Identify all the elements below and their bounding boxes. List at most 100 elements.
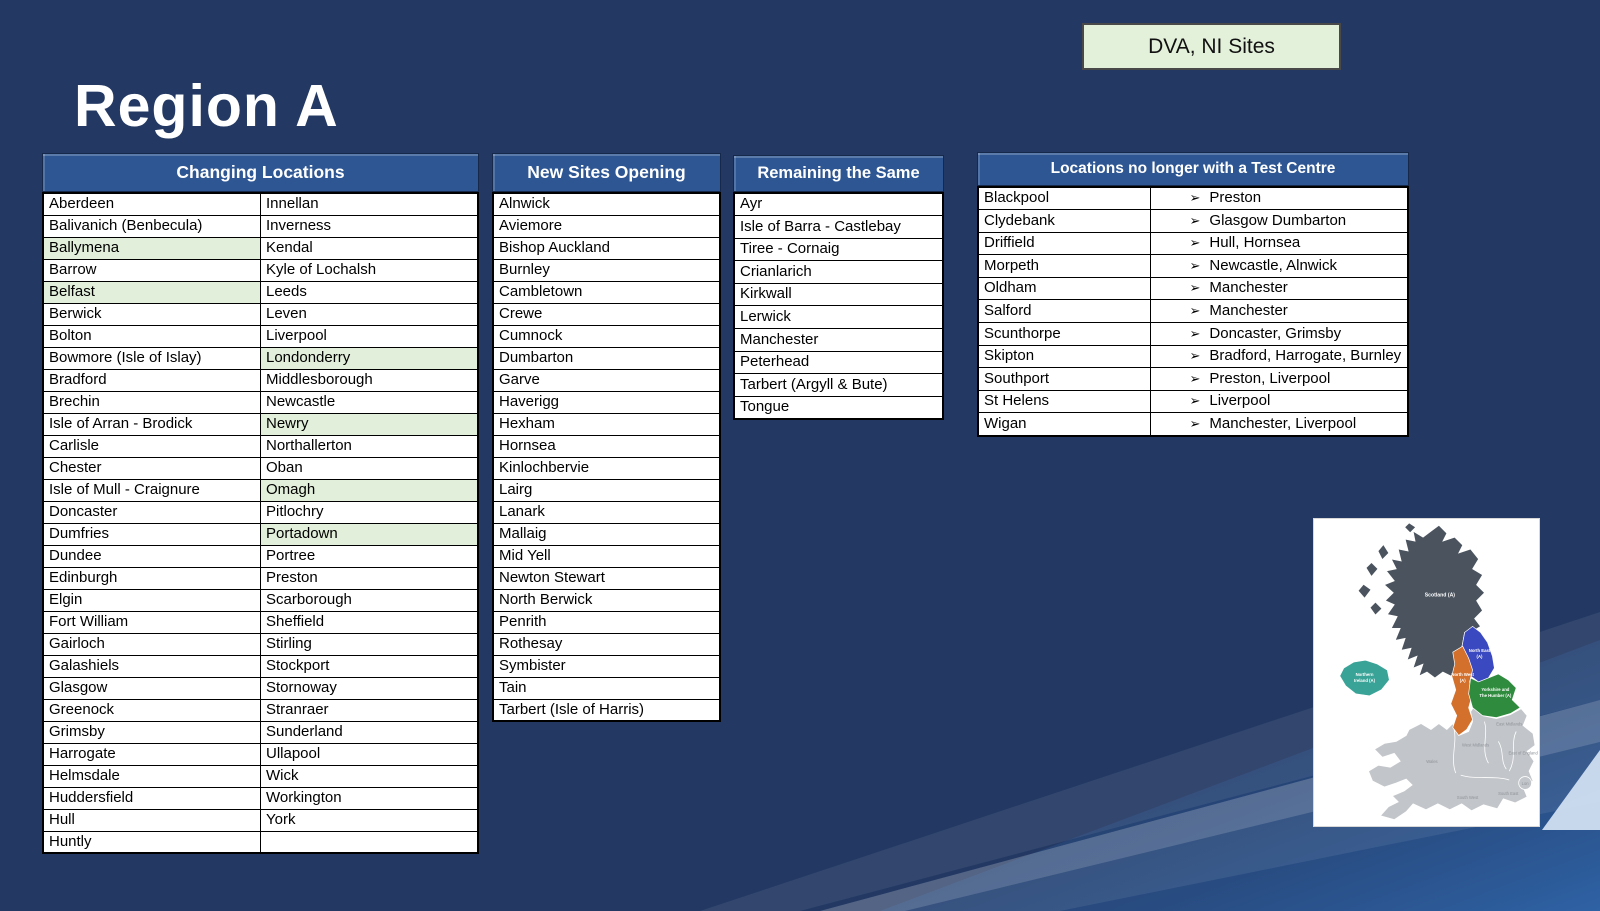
location-cell: Belfast xyxy=(42,280,261,304)
table-row: Tarbert (Argyll & Bute) xyxy=(733,373,944,397)
location-cell: Carlisle xyxy=(42,434,261,458)
location-cell: Helmsdale xyxy=(42,764,261,788)
replacement-text: Liverpool xyxy=(1209,392,1271,410)
scottish-islands xyxy=(1358,523,1416,615)
table-row: Dundee Portree xyxy=(42,544,479,568)
location-cell: Cumnock xyxy=(492,324,721,348)
table-new-sites-opening: New Sites Opening Alnwick Aviemore Bisho… xyxy=(492,153,721,722)
table-row: Crianlarich xyxy=(733,260,944,284)
table-row: Glasgow Stornoway xyxy=(42,676,479,700)
location-cell: Newcastle xyxy=(260,390,479,414)
location-cell: Grimsby xyxy=(42,720,261,744)
table-row: Rothesay xyxy=(492,632,721,656)
table-row: Penrith xyxy=(492,610,721,634)
new-sites-body: Alnwick Aviemore Bishop Auckland Burnley xyxy=(492,192,721,722)
table-row: Huddersfield Workington xyxy=(42,786,479,810)
location-cell: Lanark xyxy=(492,500,721,524)
yorkshire-label-line2: The Humber (A) xyxy=(1479,693,1511,698)
table-row: Ayr xyxy=(733,192,944,217)
location-cell: Crewe xyxy=(492,302,721,326)
remaining-same-header: Remaining the Same xyxy=(733,155,944,192)
location-cell: Tongue xyxy=(733,395,944,420)
location-cell: Tarbert (Isle of Harris) xyxy=(492,698,721,722)
table-row: Galashiels Stockport xyxy=(42,654,479,678)
replacement-text: Manchester xyxy=(1209,279,1288,297)
location-cell: Sunderland xyxy=(260,720,479,744)
location-cell: Bradford xyxy=(42,368,261,392)
location-cell: Ullapool xyxy=(260,742,479,766)
table-row: Salford ➢ Manchester xyxy=(977,299,1409,324)
location-cell: Newton Stewart xyxy=(492,566,721,590)
location-cell: Tain xyxy=(492,676,721,700)
location-cell: Symbister xyxy=(492,654,721,678)
table-row: Greenock Stranraer xyxy=(42,698,479,722)
closed-location-cell: Blackpool xyxy=(977,186,1151,211)
table-row: Alnwick xyxy=(492,192,721,216)
location-cell: Tarbert (Argyll & Bute) xyxy=(733,373,944,397)
table-row: Elgin Scarborough xyxy=(42,588,479,612)
table-row: Tarbert (Isle of Harris) xyxy=(492,698,721,722)
location-cell: Scarborough xyxy=(260,588,479,612)
table-row: Burnley xyxy=(492,258,721,282)
table-row: Driffield ➢ Hull, Hornsea xyxy=(977,231,1409,256)
location-cell: Inverness xyxy=(260,214,479,238)
table-row: Brechin Newcastle xyxy=(42,390,479,414)
ni-label-line1: Northern xyxy=(1356,672,1374,677)
changing-locations-header: Changing Locations xyxy=(42,153,479,192)
location-cell: Kendal xyxy=(260,236,479,260)
table-row: Ballymena Kendal xyxy=(42,236,479,260)
table-row: Edinburgh Preston xyxy=(42,566,479,590)
location-cell: Liverpool xyxy=(260,324,479,348)
replacement-cell: ➢ Manchester, Liverpool xyxy=(1149,412,1409,437)
arrowhead-icon: ➢ xyxy=(1189,348,1201,364)
table-row: Fort William Sheffield xyxy=(42,610,479,634)
table-row: Dumbarton xyxy=(492,346,721,370)
table-row: Lerwick xyxy=(733,305,944,330)
location-cell: Penrith xyxy=(492,610,721,634)
location-cell: Huddersfield xyxy=(42,786,261,810)
wales-label: Wales xyxy=(1426,759,1437,764)
table-row: Tongue xyxy=(733,395,944,420)
replacement-cell: ➢ Hull, Hornsea xyxy=(1149,231,1409,256)
remaining-same-table: Ayr Isle of Barra - Castlebay Tiree - Co… xyxy=(733,192,944,420)
table-row: Symbister xyxy=(492,654,721,678)
yorkshire-label-line1: Yorkshire and xyxy=(1481,687,1509,692)
closed-location-cell: Driffield xyxy=(977,231,1151,256)
location-cell: Lairg xyxy=(492,478,721,502)
location-cell: Gairloch xyxy=(42,632,261,656)
table-row: Isle of Mull - Craignure Omagh xyxy=(42,478,479,502)
location-cell: Huntly xyxy=(42,830,261,854)
scotland-label: Scotland (A) xyxy=(1425,593,1456,599)
location-cell: Kyle of Lochalsh xyxy=(260,258,479,282)
table-row: Haverigg xyxy=(492,390,721,414)
arrowhead-icon: ➢ xyxy=(1189,212,1201,228)
closed-location-cell: Clydebank xyxy=(977,209,1151,233)
table-row: Berwick Leven xyxy=(42,302,479,326)
location-cell: Portree xyxy=(260,544,479,568)
location-cell: Edinburgh xyxy=(42,566,261,590)
replacement-text: Glasgow Dumbarton xyxy=(1209,211,1347,229)
replacement-text: Preston, Liverpool xyxy=(1209,369,1331,387)
table-row: Gairloch Stirling xyxy=(42,632,479,656)
location-cell: Crianlarich xyxy=(733,260,944,284)
closed-location-cell: Salford xyxy=(977,299,1151,324)
table-row: Tain xyxy=(492,676,721,700)
arrowhead-icon: ➢ xyxy=(1189,415,1201,431)
location-cell: Kirkwall xyxy=(733,282,944,307)
table-row: Mallaig xyxy=(492,522,721,546)
location-cell: Northallerton xyxy=(260,434,479,458)
location-cell: Leven xyxy=(260,302,479,326)
no-longer-header: Locations no longer with a Test Centre xyxy=(977,152,1409,186)
location-cell: Kinlochbervie xyxy=(492,456,721,480)
location-cell: Alnwick xyxy=(492,192,721,216)
arrowhead-icon: ➢ xyxy=(1189,303,1201,319)
location-cell: Ballymena xyxy=(42,236,261,260)
location-cell: Innellan xyxy=(260,192,479,216)
location-cell: Lerwick xyxy=(733,305,944,330)
location-cell: Peterhead xyxy=(733,350,944,375)
table-remaining-same: Remaining the Same Ayr Isle of Barra - C… xyxy=(733,155,944,420)
table-row: Morpeth ➢ Newcastle, Alnwick xyxy=(977,254,1409,278)
location-cell: Harrogate xyxy=(42,742,261,766)
location-cell: Balivanich (Benbecula) xyxy=(42,214,261,238)
